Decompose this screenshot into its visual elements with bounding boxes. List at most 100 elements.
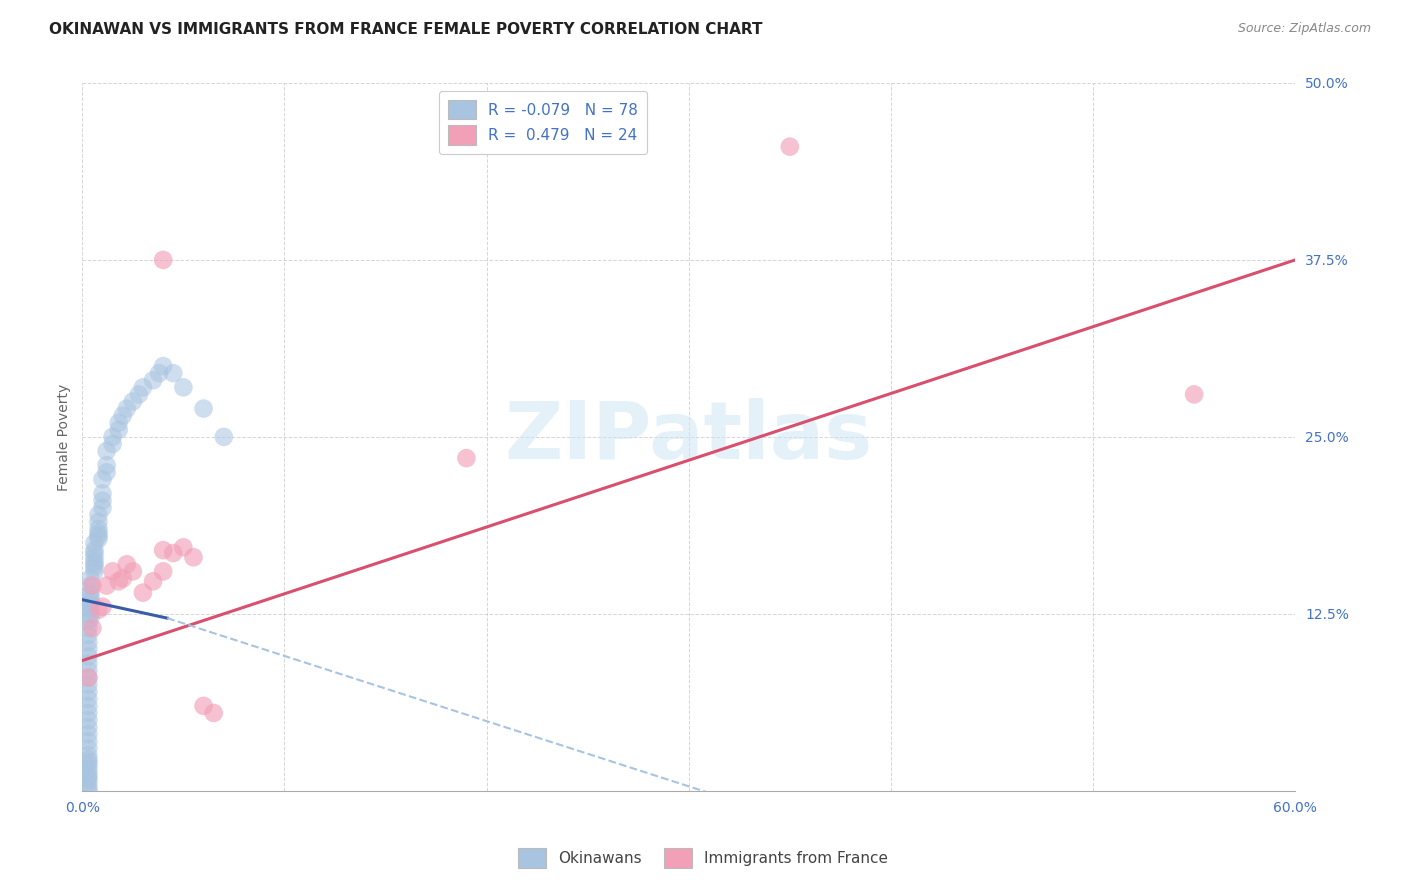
Point xyxy=(77,727,100,741)
Point xyxy=(162,366,184,380)
Point xyxy=(77,777,100,791)
Point xyxy=(82,578,104,592)
Point xyxy=(83,536,105,550)
Point xyxy=(83,558,105,572)
Point xyxy=(77,706,100,720)
Point xyxy=(91,472,114,486)
Point xyxy=(121,565,143,579)
Point xyxy=(101,565,124,579)
Point xyxy=(107,416,129,430)
Point xyxy=(77,684,100,698)
Point xyxy=(77,756,100,770)
Point xyxy=(121,394,143,409)
Point xyxy=(77,758,100,772)
Point xyxy=(77,664,100,678)
Point xyxy=(83,554,105,568)
Point xyxy=(87,602,110,616)
Point xyxy=(77,748,100,763)
Point xyxy=(96,458,118,473)
Point xyxy=(77,678,100,692)
Point xyxy=(83,543,105,558)
Point xyxy=(77,720,100,734)
Point xyxy=(456,451,478,466)
Point xyxy=(132,380,155,394)
Point xyxy=(91,500,114,515)
Legend: R = -0.079   N = 78, R =  0.479   N = 24: R = -0.079 N = 78, R = 0.479 N = 24 xyxy=(439,91,647,154)
Point xyxy=(77,772,100,787)
Point xyxy=(111,409,134,423)
Point xyxy=(83,560,105,574)
Point xyxy=(128,387,150,401)
Legend: Okinawans, Immigrants from France: Okinawans, Immigrants from France xyxy=(512,842,894,873)
Point xyxy=(162,546,184,560)
Point xyxy=(142,373,165,387)
Point xyxy=(107,574,129,589)
Point xyxy=(83,546,105,560)
Point xyxy=(79,599,101,614)
Point xyxy=(79,589,101,603)
Point xyxy=(77,780,100,795)
Point xyxy=(91,599,114,614)
Point xyxy=(101,437,124,451)
Text: ZIPatlas: ZIPatlas xyxy=(505,398,873,476)
Point xyxy=(77,698,100,713)
Point xyxy=(111,572,134,586)
Point xyxy=(152,543,174,558)
Point xyxy=(77,614,100,628)
Point xyxy=(183,550,205,565)
Point xyxy=(96,578,118,592)
Point xyxy=(77,671,100,685)
Point xyxy=(101,430,124,444)
Point xyxy=(77,691,100,706)
Point xyxy=(77,657,100,671)
Point xyxy=(172,541,194,555)
Point xyxy=(193,698,215,713)
Point xyxy=(87,532,110,546)
Point xyxy=(83,565,105,579)
Point xyxy=(193,401,215,416)
Point xyxy=(87,529,110,543)
Point xyxy=(77,621,100,635)
Point xyxy=(1182,387,1205,401)
Point xyxy=(77,734,100,748)
Point xyxy=(77,713,100,727)
Point xyxy=(77,784,100,798)
Text: OKINAWAN VS IMMIGRANTS FROM FRANCE FEMALE POVERTY CORRELATION CHART: OKINAWAN VS IMMIGRANTS FROM FRANCE FEMAL… xyxy=(49,22,762,37)
Point xyxy=(87,522,110,536)
Point xyxy=(132,585,155,599)
Point xyxy=(87,526,110,541)
Point xyxy=(152,565,174,579)
Point xyxy=(79,592,101,607)
Point xyxy=(77,649,100,664)
Point xyxy=(77,628,100,642)
Point xyxy=(96,465,118,479)
Point xyxy=(77,741,100,756)
Point xyxy=(107,423,129,437)
Point xyxy=(79,602,101,616)
Point xyxy=(779,139,801,153)
Point xyxy=(91,486,114,500)
Point xyxy=(79,611,101,625)
Point xyxy=(82,621,104,635)
Point xyxy=(87,515,110,529)
Point xyxy=(79,607,101,621)
Point xyxy=(212,430,235,444)
Point xyxy=(91,493,114,508)
Point xyxy=(96,444,118,458)
Point xyxy=(77,642,100,657)
Point xyxy=(115,558,138,572)
Point xyxy=(77,763,100,777)
Point xyxy=(77,635,100,649)
Point xyxy=(79,572,101,586)
Point xyxy=(142,574,165,589)
Point xyxy=(148,366,170,380)
Y-axis label: Female Poverty: Female Poverty xyxy=(58,384,72,491)
Point xyxy=(77,753,100,767)
Point xyxy=(172,380,194,394)
Point xyxy=(77,671,100,685)
Point xyxy=(87,508,110,522)
Point xyxy=(202,706,225,720)
Point xyxy=(152,359,174,373)
Point xyxy=(83,550,105,565)
Point xyxy=(79,585,101,599)
